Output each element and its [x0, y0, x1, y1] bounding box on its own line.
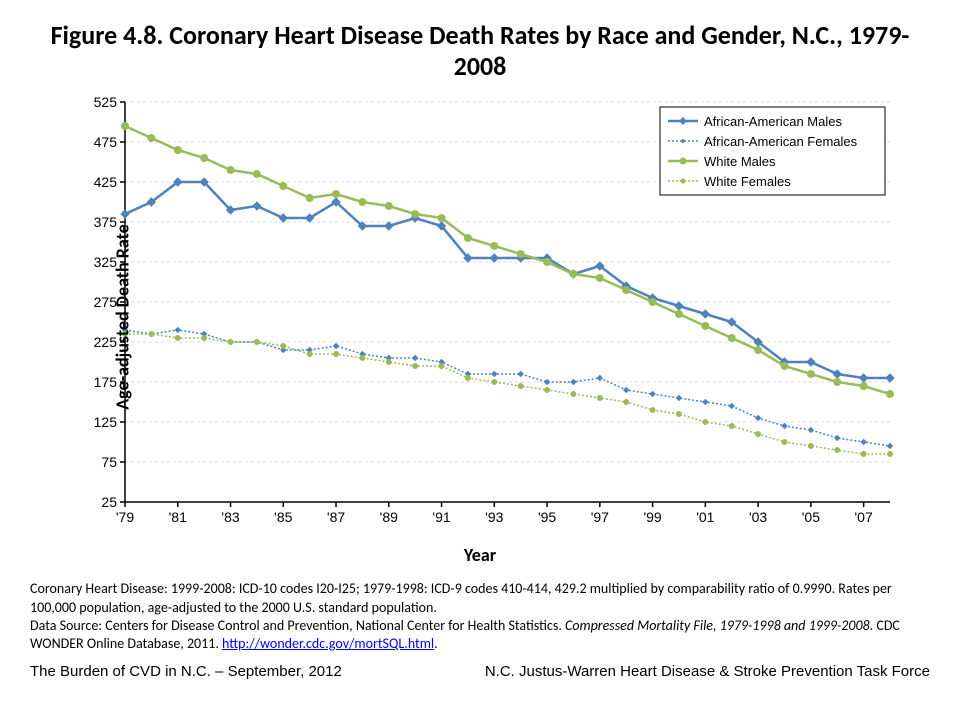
svg-text:25: 25	[101, 494, 117, 510]
svg-text:425: 425	[94, 174, 118, 190]
svg-text:'99: '99	[643, 509, 661, 525]
svg-text:African-American Females: African-American Females	[704, 134, 858, 149]
svg-text:'87: '87	[327, 509, 345, 525]
svg-text:'05: '05	[802, 509, 820, 525]
svg-text:'89: '89	[380, 509, 398, 525]
svg-text:75: 75	[101, 454, 117, 470]
footnote: Coronary Heart Disease: 1999-2008: ICD-1…	[30, 580, 930, 653]
footnote-link[interactable]: http://wonder.cdc.gov/mortSQL.html	[222, 635, 434, 652]
svg-text:475: 475	[94, 134, 118, 150]
svg-text:'95: '95	[538, 509, 556, 525]
x-axis-label: Year	[30, 544, 930, 566]
svg-text:African-American Males: African-American Males	[704, 114, 842, 129]
footnote-text-2b: Compressed Mortality File, 1979-1998 and…	[565, 617, 870, 634]
svg-text:525: 525	[94, 94, 118, 110]
y-axis-label: Age-adjusted Death Rate	[112, 225, 134, 410]
svg-text:'85: '85	[274, 509, 292, 525]
svg-text:White Males: White Males	[704, 154, 776, 169]
svg-text:'81: '81	[169, 509, 187, 525]
svg-text:'97: '97	[591, 509, 609, 525]
svg-text:'01: '01	[696, 509, 714, 525]
footnote-text-2a: Data Source: Centers for Disease Control…	[30, 617, 565, 634]
svg-text:White Females: White Females	[704, 174, 791, 189]
svg-text:'07: '07	[854, 509, 872, 525]
footer-left: The Burden of CVD in N.C. – September, 2…	[30, 663, 342, 680]
svg-text:'91: '91	[432, 509, 450, 525]
svg-text:'93: '93	[485, 509, 503, 525]
footnote-text-1: Coronary Heart Disease: 1999-2008: ICD-1…	[30, 580, 892, 615]
chart-title: Figure 4.8. Coronary Heart Disease Death…	[30, 20, 930, 82]
svg-text:125: 125	[94, 414, 118, 430]
svg-text:'03: '03	[749, 509, 767, 525]
svg-text:'79: '79	[116, 509, 134, 525]
footer-right: N.C. Justus-Warren Heart Disease & Strok…	[485, 663, 930, 680]
line-chart: 2575125175225275325375425475525'79'81'83…	[50, 92, 910, 542]
chart-container: Age-adjusted Death Rate 2575125175225275…	[50, 92, 910, 542]
page-footer: The Burden of CVD in N.C. – September, 2…	[30, 663, 930, 680]
svg-text:'83: '83	[221, 509, 239, 525]
